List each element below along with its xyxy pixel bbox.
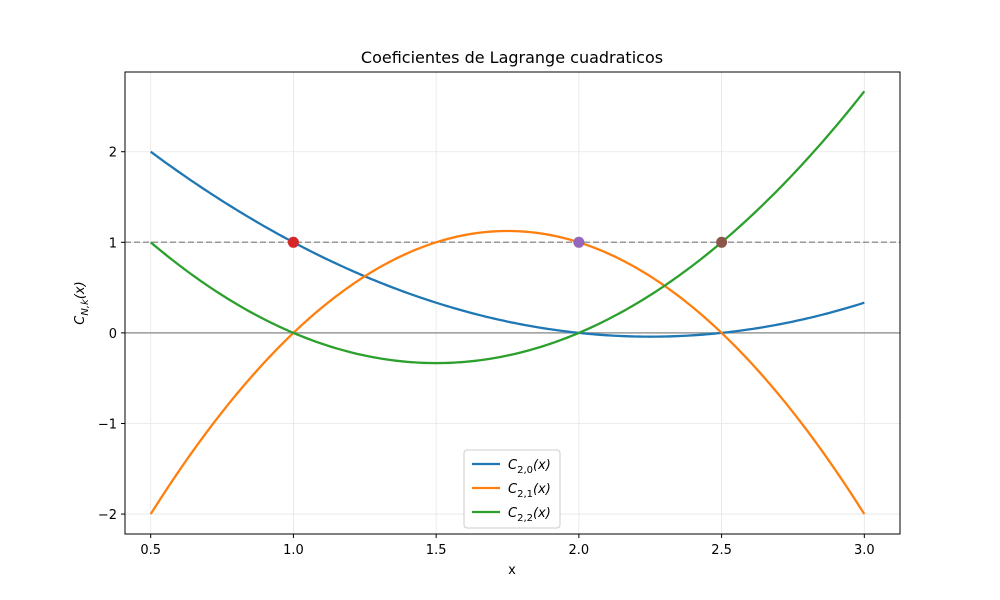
y-tick-label: 2 (109, 146, 117, 161)
series-lines (149, 90, 866, 515)
series-line (149, 229, 866, 515)
plot-frame (124, 71, 901, 535)
axis-ticks: 0.5 1.0 1.5 2.0 2.5 3.0 −2 −1 0 1 2 (98, 146, 875, 558)
x-tick-label: 2.0 (569, 543, 590, 558)
legend-label: C2,2(x) (508, 506, 551, 524)
y-tick-label: −1 (98, 417, 117, 432)
x-axis-label: x (508, 563, 516, 578)
x-tick-label: 1.5 (426, 543, 447, 558)
series-line (150, 150, 865, 338)
y-tick-label: 1 (109, 236, 117, 251)
y-tick-label: −2 (98, 508, 117, 523)
legend-label: C2,0(x) (508, 458, 551, 476)
y-axis-label: CN,k(x) (73, 281, 91, 324)
y-axis-label-tail: (x) (73, 281, 88, 299)
y-axis-label-main: C (73, 315, 88, 325)
node-marker (287, 236, 299, 248)
node-marker (716, 236, 728, 248)
x-tick-label: 1.0 (283, 543, 304, 558)
reference-lines (125, 241, 900, 334)
series-line (149, 90, 866, 365)
y-tick-label: 0 (109, 327, 117, 342)
x-tick-label: 0.5 (140, 543, 161, 558)
x-tick-label: 3.0 (854, 543, 875, 558)
x-tick-label: 2.5 (711, 543, 732, 558)
legend-label: C2,1(x) (508, 482, 551, 500)
legend: C2,0(x) C2,1(x) C2,2(x) (463, 449, 561, 529)
node-markers (287, 236, 728, 248)
node-marker (573, 236, 585, 248)
chart-title: Coeficientes de Lagrange cuadraticos (361, 48, 663, 67)
y-axis-label-sub: N,k (80, 298, 91, 316)
legend-box (463, 449, 561, 529)
